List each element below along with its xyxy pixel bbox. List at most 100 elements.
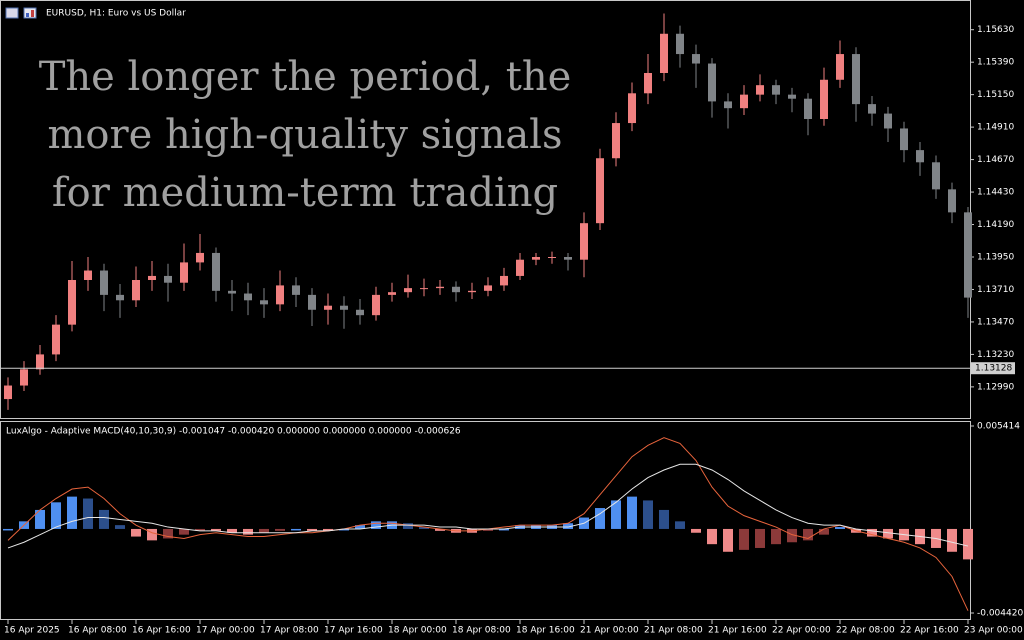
candle-body	[148, 275, 156, 280]
histogram-bar	[67, 496, 77, 529]
candle-body	[532, 257, 540, 260]
histogram-bar	[723, 528, 733, 552]
y-tick-label: 0.005414	[977, 422, 1020, 432]
x-tick-label: 21 Apr 16:00	[708, 626, 767, 636]
candle-body	[212, 252, 220, 291]
x-tick-label: 18 Apr 08:00	[452, 626, 511, 636]
candle-body	[868, 104, 876, 114]
price-label: 1.13128	[975, 364, 1012, 374]
candle-body	[644, 73, 652, 94]
candle-body	[324, 305, 332, 310]
y-tick-label: 1.15390	[977, 58, 1014, 68]
candle-body	[100, 270, 108, 295]
histogram-bar	[35, 509, 45, 529]
histogram-bar	[371, 521, 381, 529]
indicator-panel-frame	[0, 421, 971, 620]
histogram-bar	[403, 523, 413, 529]
y-tick-label: 1.13950	[977, 253, 1014, 263]
candle-body	[436, 286, 444, 289]
candle-body	[740, 94, 748, 109]
candle-body	[820, 79, 828, 119]
histogram-bar	[963, 528, 973, 560]
histogram-bar	[563, 523, 573, 529]
annotation: The longer the period, the	[39, 54, 572, 100]
candle-body	[484, 285, 492, 291]
histogram-bar	[659, 509, 669, 529]
histogram-bar	[83, 498, 93, 529]
candle-body	[52, 324, 60, 355]
candle-body	[596, 158, 604, 224]
histogram-bar	[307, 528, 317, 531]
histogram-bar	[195, 528, 205, 531]
x-tick-label: 17 Apr 00:00	[196, 626, 255, 636]
candle-body	[724, 101, 732, 109]
x-tick-label: 22 Apr 08:00	[836, 626, 895, 636]
histogram-bar	[179, 528, 189, 535]
candle-body	[180, 262, 188, 283]
histogram-bar	[499, 528, 509, 531]
histogram-bar	[707, 528, 717, 545]
x-tick-label: 23 Apr 00:00	[964, 626, 1023, 636]
candle-body	[836, 54, 844, 80]
price-label-box	[971, 362, 1015, 375]
candle-body	[772, 85, 780, 95]
histogram-bar	[691, 528, 701, 533]
candle-body	[116, 294, 124, 301]
candle-body	[916, 150, 924, 163]
y-tick-label: 1.13710	[977, 285, 1014, 295]
x-tick-label: 21 Apr 00:00	[580, 626, 639, 636]
candle-body	[276, 285, 284, 305]
histogram-bar	[115, 525, 125, 529]
x-tick-label: 18 Apr 16:00	[516, 626, 575, 636]
candle-body	[356, 309, 364, 316]
candle-body	[4, 385, 12, 400]
y-tick-label: 1.14670	[977, 155, 1014, 165]
candle-body	[196, 252, 204, 263]
x-tick-label: 22 Apr 00:00	[772, 626, 831, 636]
candle-body	[788, 94, 796, 99]
histogram-bar	[835, 527, 845, 529]
y-tick-label: 1.15630	[977, 25, 1014, 35]
histogram-bar	[739, 528, 749, 550]
x-tick-label: 16 Apr 08:00	[68, 626, 127, 636]
annotation: for medium-term trading	[52, 170, 558, 216]
histogram-bar	[435, 528, 445, 531]
candle-body	[884, 113, 892, 129]
candle-body	[692, 54, 700, 64]
candle-body	[20, 369, 28, 386]
candle-body	[36, 354, 44, 370]
histogram-bar	[419, 527, 429, 529]
histogram-bar	[275, 528, 285, 531]
histogram-bar	[211, 528, 221, 531]
histogram-bar	[947, 528, 957, 552]
histogram-bar	[819, 528, 829, 535]
y-tick-label: -0.004420	[977, 609, 1023, 619]
candle-body	[388, 292, 396, 295]
histogram-bar	[627, 496, 637, 529]
candle-body	[516, 259, 524, 276]
x-tick-label: 17 Apr 16:00	[324, 626, 383, 636]
x-tick-label: 18 Apr 00:00	[388, 626, 447, 636]
candle-body	[580, 223, 588, 260]
macd-line	[7, 437, 969, 611]
candle-body	[628, 93, 636, 124]
y-tick-label: 1.14430	[977, 188, 1014, 198]
histogram-bar	[227, 528, 237, 533]
candle-body	[452, 286, 460, 293]
candle-body	[852, 54, 860, 105]
signal-line	[7, 463, 969, 549]
x-tick-label: 17 Apr 08:00	[260, 626, 319, 636]
y-tick-label: 1.14190	[977, 220, 1014, 230]
histogram-bar	[147, 528, 157, 541]
y-tick-label: 1.14910	[977, 123, 1014, 133]
histogram-bar	[611, 500, 621, 529]
chart-title: EURUSD, H1: Euro vs US Dollar	[46, 9, 186, 19]
histogram-bar	[643, 500, 653, 529]
x-tick-label: 22 Apr 16:00	[900, 626, 959, 636]
candle-body	[900, 128, 908, 151]
candle-body	[948, 189, 956, 213]
y-tick-label: 1.13470	[977, 317, 1014, 327]
candle-body	[548, 257, 556, 258]
candle-body	[932, 162, 940, 190]
